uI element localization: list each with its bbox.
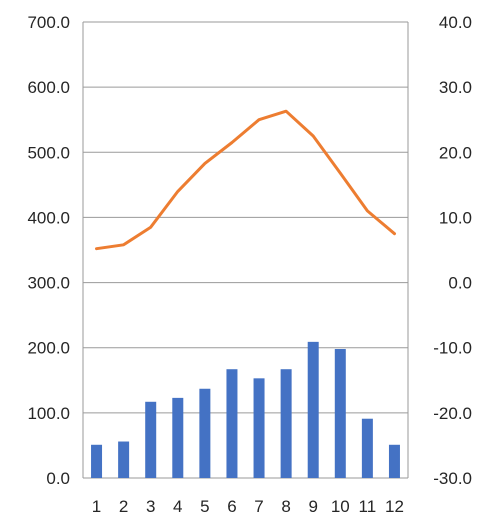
left-tick-label: 700.0 bbox=[27, 13, 70, 32]
right-axis-tick-labels: -30.0 -20.0 -10.0 0.0 10.0 20.0 30.0 40.0 bbox=[433, 13, 472, 488]
x-tick-label: 9 bbox=[308, 497, 317, 516]
right-tick-label: -20.0 bbox=[433, 404, 472, 423]
x-tick-label: 1 bbox=[92, 497, 101, 516]
x-tick-label: 5 bbox=[200, 497, 209, 516]
x-tick-label: 4 bbox=[173, 497, 182, 516]
bar bbox=[280, 369, 292, 478]
right-tick-label: -30.0 bbox=[433, 469, 472, 488]
bar bbox=[361, 418, 373, 478]
x-tick-label: 12 bbox=[385, 497, 404, 516]
bar bbox=[199, 388, 211, 478]
gridlines bbox=[83, 21, 408, 479]
axes bbox=[82, 22, 409, 478]
bar bbox=[172, 397, 184, 478]
bar bbox=[91, 444, 103, 478]
bar bbox=[226, 369, 238, 478]
x-tick-label: 6 bbox=[227, 497, 236, 516]
left-tick-label: 500.0 bbox=[27, 143, 70, 162]
left-tick-label: 100.0 bbox=[27, 404, 70, 423]
x-axis-tick-labels: 1 2 3 4 5 6 7 8 9 10 11 12 bbox=[92, 497, 404, 516]
left-tick-label: 300.0 bbox=[27, 274, 70, 293]
right-tick-label: -10.0 bbox=[433, 339, 472, 358]
x-tick-label: 11 bbox=[359, 497, 377, 516]
right-tick-label: 30.0 bbox=[439, 78, 472, 97]
right-tick-label: 20.0 bbox=[439, 143, 472, 162]
bar bbox=[388, 444, 400, 478]
bar bbox=[253, 378, 265, 478]
right-tick-label: 10.0 bbox=[439, 208, 472, 227]
bar-series bbox=[91, 341, 400, 478]
bar bbox=[145, 401, 157, 478]
series-line bbox=[95, 109, 396, 251]
left-tick-label: 0.0 bbox=[46, 469, 70, 488]
x-tick-label: 8 bbox=[281, 497, 290, 516]
bar bbox=[334, 349, 346, 478]
left-tick-label: 200.0 bbox=[27, 339, 70, 358]
left-axis-tick-labels: 0.0 100.0 200.0 300.0 400.0 500.0 600.0 700.0 bbox=[27, 13, 70, 488]
x-tick-label: 2 bbox=[119, 497, 128, 516]
x-tick-label: 3 bbox=[146, 497, 155, 516]
x-tick-label: 7 bbox=[254, 497, 263, 516]
left-tick-label: 400.0 bbox=[27, 208, 70, 227]
x-tick-label: 10 bbox=[331, 497, 350, 516]
bar bbox=[118, 441, 130, 478]
left-tick-label: 600.0 bbox=[27, 78, 70, 97]
bar bbox=[307, 341, 319, 478]
right-tick-label: 0.0 bbox=[448, 274, 472, 293]
line-series bbox=[95, 109, 396, 251]
right-tick-label: 40.0 bbox=[439, 13, 472, 32]
